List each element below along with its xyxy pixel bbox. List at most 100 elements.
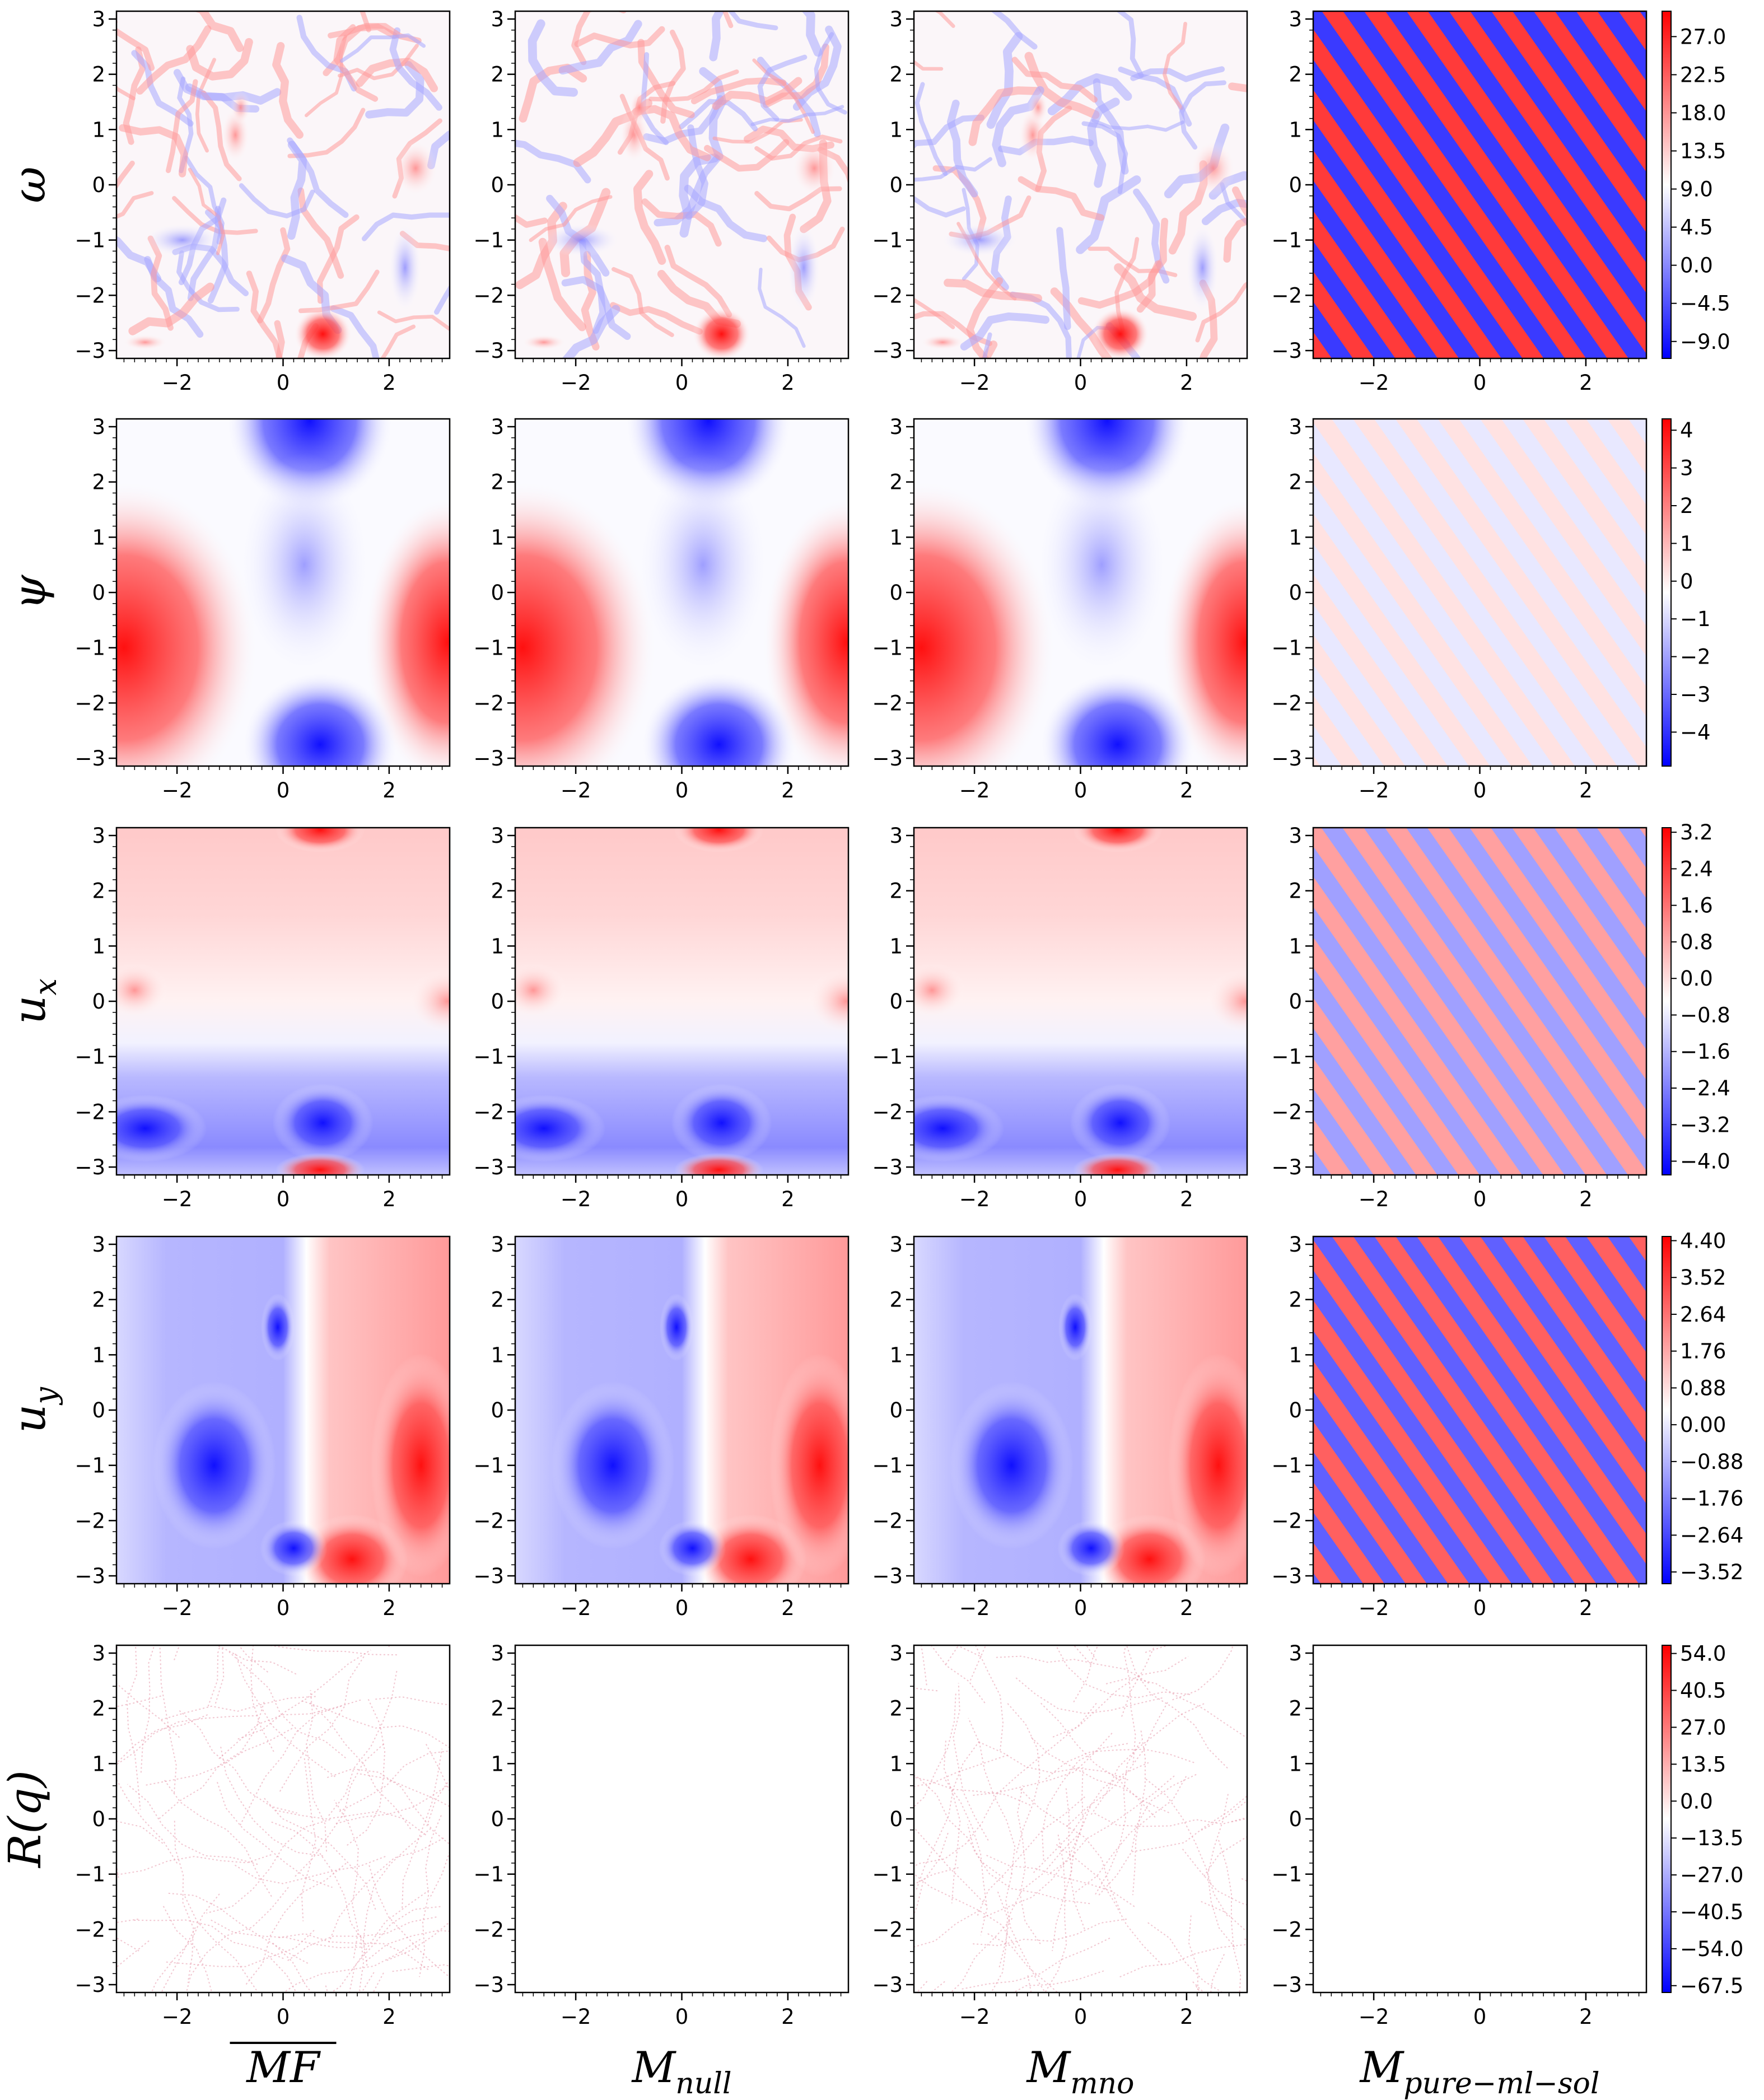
y-tick-label: −1 xyxy=(1271,1863,1302,1887)
heatmap-panel-r4-c1 xyxy=(515,1645,848,1992)
x-tick-label: 2 xyxy=(781,1187,795,1211)
x-tick-label: 2 xyxy=(1180,2005,1193,2029)
y-tick-label: −1 xyxy=(74,636,105,660)
colorbar-tick-label: −54.0 xyxy=(1680,1937,1743,1961)
vortex xyxy=(1091,307,1150,358)
y-tick-label: 3 xyxy=(1289,7,1302,31)
y-tick-label: 0 xyxy=(491,1398,504,1422)
vortex xyxy=(940,223,1019,257)
y-tick-label: −2 xyxy=(473,1917,504,1942)
axes-r2-c1: −2 0 2 −3 −2 −1 0 1 2 3 xyxy=(473,824,850,1211)
saddle xyxy=(237,452,372,677)
x-tick-label: −2 xyxy=(561,778,591,802)
y-tick-label: −3 xyxy=(473,746,504,771)
colorbar-tick-label: 27.0 xyxy=(1680,25,1726,49)
y-tick-label: 3 xyxy=(92,415,105,439)
y-tick-label: −3 xyxy=(74,1973,105,1997)
x-tick-label: 2 xyxy=(1180,1596,1193,1620)
heatmap-panel-r2-c2 xyxy=(914,828,1247,1175)
y-tick-label: −2 xyxy=(1271,283,1302,307)
colorbar-gradient xyxy=(1662,1645,1672,1993)
y-tick-label: −3 xyxy=(74,339,105,363)
column-label: Mnull xyxy=(631,2042,731,2100)
axes-r1-c2: −2 0 2 −3 −2 −1 0 1 2 3 xyxy=(872,415,1248,802)
y-tick-label: −2 xyxy=(1271,691,1302,715)
axes-r2-c2: −2 0 2 −3 −2 −1 0 1 2 3 xyxy=(872,824,1248,1211)
colorbar-tick-label: 2.4 xyxy=(1680,857,1713,881)
y-tick-label: −3 xyxy=(74,1564,105,1588)
x-tick-label: −2 xyxy=(959,778,990,802)
y-tick-label: −3 xyxy=(872,746,903,771)
x-tick-label: −2 xyxy=(1359,2005,1389,2029)
x-tick-label: 2 xyxy=(781,778,795,802)
vortex xyxy=(293,307,352,358)
y-tick-label: −3 xyxy=(1271,746,1302,771)
column-label: MF xyxy=(245,2042,321,2092)
axes-r1-c1: −2 0 2 −3 −2 −1 0 1 2 3 xyxy=(473,415,850,802)
y-tick-label: −1 xyxy=(473,1045,504,1069)
x-tick-label: 2 xyxy=(382,1596,396,1620)
colorbar-tick-label: 4.5 xyxy=(1680,216,1713,240)
positive-core xyxy=(275,1152,365,1175)
positive-core xyxy=(515,962,567,1019)
colorbar-tick-label: 9.0 xyxy=(1680,178,1713,202)
negative-core xyxy=(1070,1084,1171,1163)
positive-core xyxy=(370,1353,450,1578)
colorbar-r0: 27.0 22.5 18.0 13.5 9.0 4.5 0.0 −4.5 −9.0 xyxy=(1662,11,1730,359)
y-tick-label: 2 xyxy=(491,63,504,87)
x-tick-label: 0 xyxy=(1074,371,1088,395)
vortex xyxy=(920,334,965,351)
negative-core xyxy=(515,1094,606,1162)
y-tick-label: −1 xyxy=(1271,636,1302,660)
y-tick-label: 2 xyxy=(889,879,903,903)
y-tick-label: −3 xyxy=(872,1155,903,1179)
negative-core xyxy=(659,1520,726,1576)
negative-core xyxy=(1058,1293,1093,1361)
x-tick-label: 2 xyxy=(1579,371,1593,395)
y-tick-label: −3 xyxy=(1271,339,1302,363)
vortex xyxy=(1028,90,1048,124)
y-tick-label: 2 xyxy=(889,1697,903,1721)
y-tick-label: −1 xyxy=(872,636,903,660)
heatmap-panel-r0-c1 xyxy=(515,11,848,358)
colorbar-tick-label: 40.5 xyxy=(1680,1679,1726,1703)
positive-core xyxy=(674,828,764,853)
positive-lobe xyxy=(762,496,848,766)
positive-core xyxy=(674,1152,764,1175)
y-tick-label: 2 xyxy=(889,63,903,87)
heatmap-panel-r3-c3 xyxy=(1313,1236,1646,1584)
colorbar-tick-label: −2.4 xyxy=(1680,1076,1730,1100)
y-tick-label: 1 xyxy=(1289,1752,1302,1776)
axes-r4-c2: −2 0 2 −3 −2 −1 0 1 2 3 xyxy=(872,1641,1248,2029)
y-tick-label: −1 xyxy=(872,1454,903,1478)
y-tick-label: 3 xyxy=(889,7,903,31)
negative-core xyxy=(261,1293,295,1361)
vortex xyxy=(143,223,222,257)
positive-lobe xyxy=(515,479,657,766)
negative-core xyxy=(272,1084,374,1163)
heatmap-panel-r2-c3 xyxy=(1313,828,1646,1175)
y-tick-label: 2 xyxy=(1289,63,1302,87)
positive-lobe xyxy=(116,479,259,766)
axes-r3-c2: −2 0 2 −3 −2 −1 0 1 2 3 xyxy=(872,1233,1248,1620)
x-tick-label: 0 xyxy=(1074,1187,1088,1211)
negative-core xyxy=(671,1084,772,1163)
vortex xyxy=(629,90,650,124)
y-tick-label: 3 xyxy=(491,1233,504,1257)
colorbar-tick-label: 0.0 xyxy=(1680,1789,1713,1813)
x-tick-label: 0 xyxy=(1473,1187,1487,1211)
x-tick-label: 0 xyxy=(277,1596,290,1620)
x-tick-label: 0 xyxy=(675,1596,689,1620)
y-tick-label: 0 xyxy=(491,1807,504,1831)
row-label: uy xyxy=(3,1386,63,1433)
y-tick-label: 0 xyxy=(889,1398,903,1422)
positive-core xyxy=(769,1353,848,1578)
axes-r2-c0: −2 0 2 −3 −2 −1 0 1 2 3 xyxy=(74,824,451,1211)
x-tick-label: 0 xyxy=(1473,1596,1487,1620)
vortex xyxy=(388,223,422,313)
y-tick-label: 2 xyxy=(92,879,105,903)
colorbar-tick-label: 3.52 xyxy=(1680,1266,1726,1290)
axes-r3-c3: −2 0 2 −3 −2 −1 0 1 2 3 xyxy=(1271,1233,1648,1620)
vortex xyxy=(230,90,251,124)
x-tick-label: −2 xyxy=(162,1187,193,1211)
